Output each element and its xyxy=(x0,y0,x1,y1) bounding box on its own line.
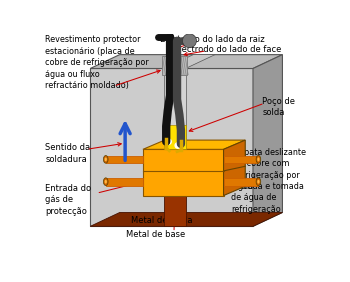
Text: Poço de
solda: Poço de solda xyxy=(262,97,295,117)
Ellipse shape xyxy=(256,178,261,186)
Circle shape xyxy=(166,139,171,144)
Ellipse shape xyxy=(257,180,260,184)
Text: Entrada do
gás de
protecção: Entrada do gás de protecção xyxy=(45,184,91,216)
Polygon shape xyxy=(164,69,186,226)
Polygon shape xyxy=(90,212,282,226)
Polygon shape xyxy=(106,178,143,186)
Polygon shape xyxy=(143,149,224,195)
Ellipse shape xyxy=(257,157,260,161)
Polygon shape xyxy=(143,140,245,149)
Text: Metal de solda: Metal de solda xyxy=(131,216,192,225)
Circle shape xyxy=(175,143,181,148)
Ellipse shape xyxy=(256,155,261,163)
Text: Eléctrodo do lado de face: Eléctrodo do lado de face xyxy=(174,45,281,54)
Polygon shape xyxy=(162,56,187,75)
Circle shape xyxy=(182,34,196,48)
Polygon shape xyxy=(164,125,186,149)
Polygon shape xyxy=(164,195,186,226)
Text: Sentido da
soldadura: Sentido da soldadura xyxy=(45,143,90,164)
Polygon shape xyxy=(224,140,245,195)
Polygon shape xyxy=(90,69,253,226)
Text: Eléctrodo do lado da raiz: Eléctrodo do lado da raiz xyxy=(160,35,265,44)
Polygon shape xyxy=(224,178,258,186)
Polygon shape xyxy=(90,55,282,69)
Text: Sapata deslizante
de cobre com
refrigeração por
água: Sapata deslizante de cobre com refrigera… xyxy=(234,148,306,191)
Ellipse shape xyxy=(105,180,107,184)
Text: Revestimento protector
estacionário (placa de
cobre de refrigeração por
água ou : Revestimento protector estacionário (pla… xyxy=(45,35,149,90)
Polygon shape xyxy=(106,155,143,163)
Text: Entrada e tomada
de água de
refrigeração: Entrada e tomada de água de refrigeração xyxy=(231,182,304,213)
Polygon shape xyxy=(253,55,282,226)
Ellipse shape xyxy=(104,155,108,163)
Polygon shape xyxy=(164,55,215,69)
Polygon shape xyxy=(224,155,258,163)
Ellipse shape xyxy=(105,157,107,161)
Ellipse shape xyxy=(104,178,108,186)
Polygon shape xyxy=(164,169,186,195)
Text: Metal de base: Metal de base xyxy=(126,230,186,239)
